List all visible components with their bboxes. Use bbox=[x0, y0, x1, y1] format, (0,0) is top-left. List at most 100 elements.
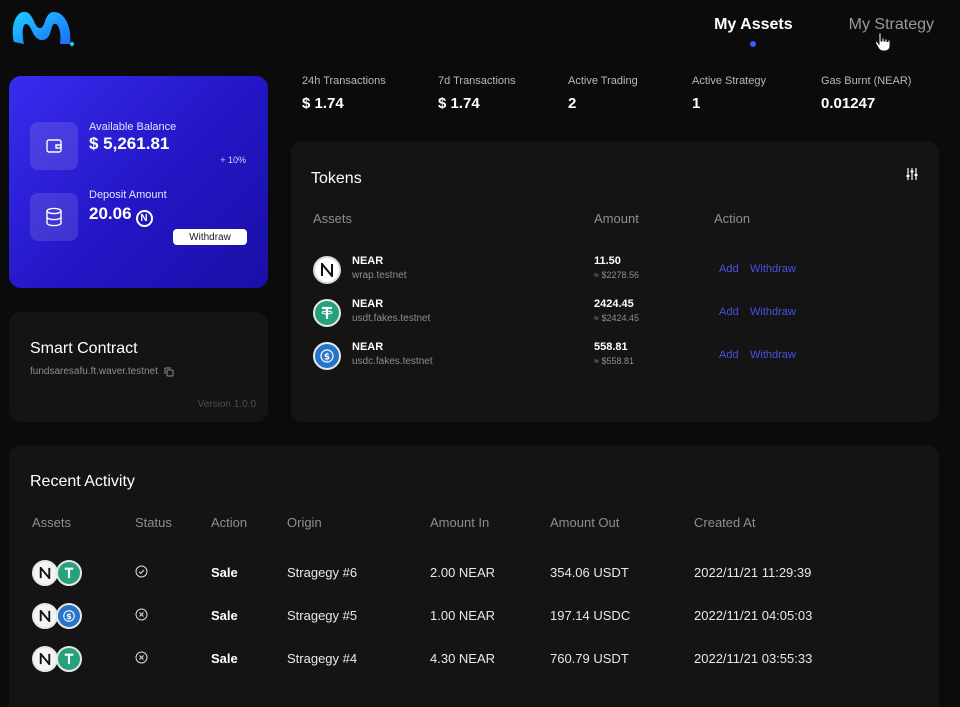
token-contract: wrap.testnet bbox=[352, 270, 407, 281]
add-token-link[interactable]: Add bbox=[719, 306, 739, 318]
token-name: NEAR bbox=[352, 255, 384, 267]
deposit-amount-value: 20.06 bbox=[89, 204, 132, 223]
available-balance-value: $ 5,261.81 bbox=[89, 134, 170, 153]
database-icon bbox=[30, 193, 78, 241]
token-name: NEAR bbox=[352, 298, 384, 310]
near-coin-icon bbox=[313, 256, 341, 284]
token-contract: usdc.fakes.testnet bbox=[352, 356, 433, 367]
stat-label: 7d Transactions bbox=[438, 75, 516, 87]
withdraw-token-link[interactable]: Withdraw bbox=[750, 306, 796, 318]
tokens-header-action: Action bbox=[714, 211, 751, 226]
success-check-icon bbox=[135, 565, 148, 578]
token-amount: 558.81 bbox=[594, 341, 628, 353]
top-nav: My Assets My Strategy bbox=[714, 16, 934, 47]
deposit-amount-row: 20.06 N bbox=[89, 204, 153, 227]
recent-activity-card: Recent Activity Assets Status Action Ori… bbox=[9, 445, 939, 707]
wallet-icon bbox=[30, 122, 78, 170]
filter-settings-icon[interactable] bbox=[905, 167, 919, 181]
tab-my-assets-label: My Assets bbox=[714, 16, 793, 33]
activity-action: Sale bbox=[211, 565, 238, 580]
stat-label: Active Strategy bbox=[692, 75, 766, 87]
add-token-link[interactable]: Add bbox=[719, 263, 739, 275]
token-amount: 2424.45 bbox=[594, 298, 634, 310]
usdt-coin-icon bbox=[56, 560, 82, 586]
near-token-icon: N bbox=[135, 210, 153, 227]
activity-header-created-at: Created At bbox=[694, 515, 756, 530]
near-coin-icon bbox=[32, 646, 58, 672]
stat-value: $ 1.74 bbox=[302, 95, 344, 112]
activity-created-at: 2022/11/21 11:29:39 bbox=[694, 565, 812, 580]
balance-change-badge: + 10% bbox=[220, 155, 246, 165]
active-tab-indicator bbox=[750, 41, 757, 47]
smart-contract-title: Smart Contract bbox=[30, 340, 138, 357]
activity-amount-in: 1.00 NEAR bbox=[430, 608, 496, 623]
activity-created-at: 2022/11/21 03:55:33 bbox=[694, 651, 813, 666]
recent-activity-title: Recent Activity bbox=[30, 473, 135, 490]
contract-version: Version 1.0.0 bbox=[197, 399, 256, 410]
tab-my-assets[interactable]: My Assets bbox=[714, 16, 793, 47]
stat-value: 0.01247 bbox=[821, 95, 876, 112]
available-balance-label: Available Balance bbox=[89, 121, 177, 133]
activity-row[interactable]: Sale Stragegy #6 2.00 NEAR 354.06 USDT 2… bbox=[9, 559, 939, 589]
copy-icon[interactable] bbox=[164, 367, 174, 377]
tokens-title: Tokens bbox=[311, 170, 362, 187]
activity-action: Sale bbox=[211, 651, 238, 666]
balance-card: Available Balance $ 5,261.81 + 10% Depos… bbox=[9, 76, 268, 288]
activity-header-action: Action bbox=[211, 515, 248, 530]
usdt-coin-icon bbox=[313, 299, 341, 327]
near-coin-icon bbox=[32, 603, 58, 629]
activity-row[interactable]: Sale Stragegy #4 4.30 NEAR 760.79 USDT 2… bbox=[9, 645, 939, 675]
activity-amount-out: 197.14 USDC bbox=[550, 608, 631, 623]
token-row: NEAR wrap.testnet 11.50 ≈ $2278.56 Add W… bbox=[313, 254, 913, 288]
activity-header-status: Status bbox=[135, 515, 172, 530]
activity-header-assets: Assets bbox=[32, 515, 72, 530]
token-usd-value: ≈ $558.81 bbox=[594, 356, 634, 366]
stat-value: 1 bbox=[692, 95, 701, 112]
usdc-coin-icon: $ bbox=[56, 603, 82, 629]
deposit-amount-label: Deposit Amount bbox=[89, 189, 167, 201]
contract-address-row: fundsaresafu.ft.waver.testnet bbox=[30, 366, 174, 377]
activity-header-amount-out: Amount Out bbox=[550, 515, 620, 530]
asset-pair bbox=[32, 560, 84, 588]
near-coin-icon bbox=[32, 560, 58, 586]
token-row: NEAR usdt.fakes.testnet 2424.45 ≈ $2424.… bbox=[313, 297, 913, 331]
withdraw-token-link[interactable]: Withdraw bbox=[750, 263, 796, 275]
tokens-header-amount: Amount bbox=[594, 211, 639, 226]
stat-24h-transactions: 24h Transactions $ 1.74 bbox=[302, 75, 386, 112]
stat-label: Active Trading bbox=[568, 75, 638, 87]
activity-amount-in: 4.30 NEAR bbox=[430, 651, 496, 666]
activity-header-origin: Origin bbox=[287, 515, 322, 530]
contract-address: fundsaresafu.ft.waver.testnet bbox=[30, 366, 158, 377]
svg-text:$: $ bbox=[66, 612, 71, 621]
token-usd-value: ≈ $2278.56 bbox=[594, 270, 639, 280]
asset-pair: $ bbox=[32, 603, 84, 631]
tab-my-strategy[interactable]: My Strategy bbox=[849, 16, 934, 34]
app-logo-icon[interactable] bbox=[10, 6, 78, 48]
stat-gas-burnt: Gas Burnt (NEAR) 0.01247 bbox=[821, 75, 911, 112]
smart-contract-card: Smart Contract fundsaresafu.ft.waver.tes… bbox=[9, 312, 268, 422]
stat-label: Gas Burnt (NEAR) bbox=[821, 75, 912, 87]
token-contract: usdt.fakes.testnet bbox=[352, 313, 431, 324]
activity-row[interactable]: $ Sale Stragegy #5 1.00 NEAR 197.14 USDC… bbox=[9, 602, 939, 632]
activity-origin: Stragegy #6 bbox=[287, 565, 358, 580]
token-row: $ NEAR usdc.fakes.testnet 558.81 ≈ $558.… bbox=[313, 340, 913, 374]
add-token-link[interactable]: Add bbox=[719, 349, 739, 361]
token-amount: 11.50 bbox=[594, 255, 621, 267]
usdt-coin-icon bbox=[56, 646, 82, 672]
stat-active-strategy: Active Strategy 1 bbox=[692, 75, 766, 112]
usdc-coin-icon: $ bbox=[313, 342, 341, 370]
activity-origin: Stragegy #5 bbox=[287, 608, 358, 623]
activity-origin: Stragegy #4 bbox=[287, 651, 358, 666]
withdraw-button[interactable]: Withdraw bbox=[173, 229, 247, 245]
token-name: NEAR bbox=[352, 341, 384, 353]
withdraw-token-link[interactable]: Withdraw bbox=[750, 349, 796, 361]
token-usd-value: ≈ $2424.45 bbox=[594, 313, 639, 323]
hand-cursor-icon bbox=[874, 32, 891, 52]
asset-pair bbox=[32, 646, 84, 674]
activity-amount-out: 760.79 USDT bbox=[550, 651, 629, 666]
failed-x-icon bbox=[135, 608, 148, 621]
svg-text:$: $ bbox=[324, 353, 330, 363]
activity-created-at: 2022/11/21 04:05:03 bbox=[694, 608, 813, 623]
activity-amount-in: 2.00 NEAR bbox=[430, 565, 496, 580]
tokens-card: Tokens Assets Amount Action NEAR wrap.te… bbox=[291, 141, 939, 422]
